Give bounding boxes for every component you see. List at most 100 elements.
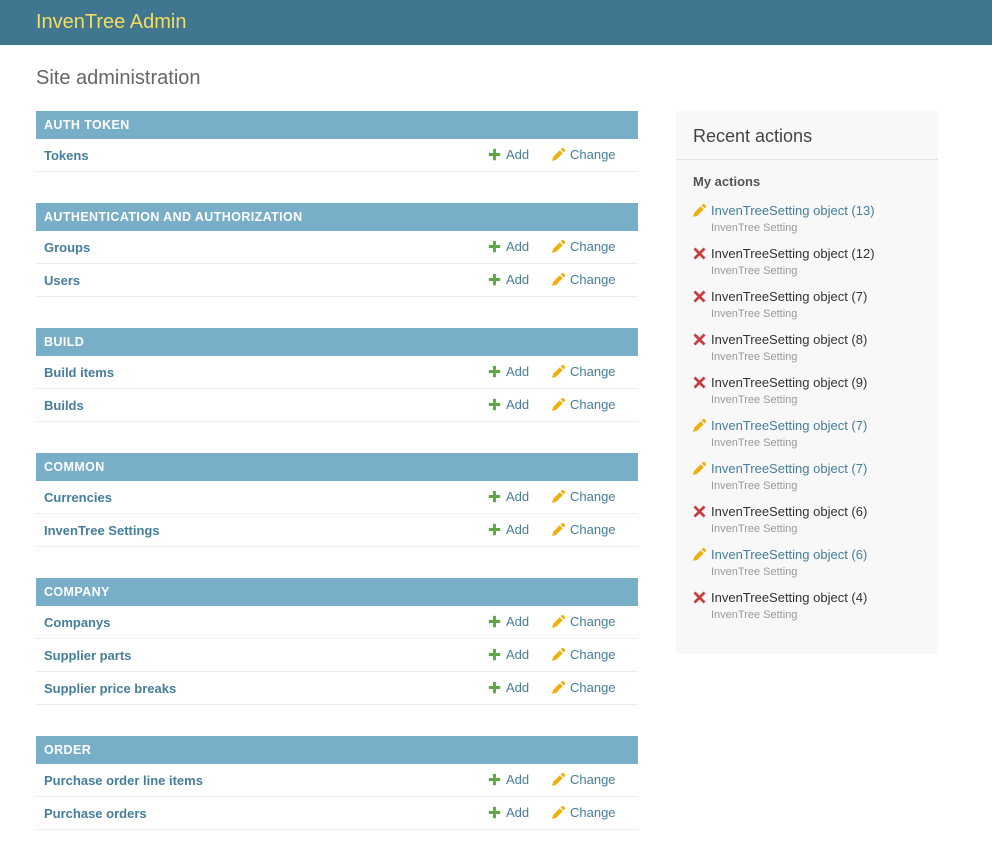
change-label: Change [570,804,616,820]
pencil-icon [693,548,706,561]
change-label: Change [570,521,616,537]
app-caption[interactable]: AUTH TOKEN [36,111,638,139]
add-link[interactable]: Add [488,272,529,287]
plus-icon [488,648,501,661]
action-type: InvenTree Setting [711,222,798,234]
add-link[interactable]: Add [488,772,529,787]
model-link[interactable]: Builds [44,397,84,413]
action-label: InvenTreeSetting object (8) [711,332,868,347]
change-link[interactable]: Change [552,805,616,820]
add-link[interactable]: Add [488,805,529,820]
change-link[interactable]: Change [552,397,616,412]
app-caption[interactable]: AUTHENTICATION AND AUTHORIZATION [36,203,638,231]
app-caption[interactable]: BUILD [36,328,638,356]
cross-icon [693,505,706,518]
change-link[interactable]: Change [552,147,616,162]
model-link[interactable]: Purchase orders [44,805,147,821]
add-label: Add [506,771,530,787]
app-module: AUTH TOKEN Tokens Add Change [36,111,638,172]
change-link[interactable]: Change [552,489,616,504]
app-rows: Tokens Add Change [36,139,638,172]
app-caption[interactable]: ORDER [36,736,638,764]
plus-icon [488,523,501,536]
app-caption[interactable]: COMMON [36,453,638,481]
model-row: Supplier parts Add Change [36,639,638,672]
plus-icon [488,365,501,378]
add-link[interactable]: Add [488,397,529,412]
add-link[interactable]: Add [488,680,529,695]
add-label: Add [506,363,530,379]
change-label: Change [570,238,616,254]
action-label[interactable]: InvenTreeSetting object (7) [711,461,868,476]
model-row: Builds Add Change [36,389,638,422]
cross-icon [693,333,706,346]
model-row: Purchase order line items Add Change [36,764,638,797]
app-rows: Build items Add Change Builds [36,356,638,422]
action-type: InvenTree Setting [711,265,798,277]
add-link[interactable]: Add [488,364,529,379]
action-label: InvenTreeSetting object (9) [711,375,868,390]
app-caption[interactable]: COMPANY [36,578,638,606]
cross-icon [693,591,706,604]
app-rows: Currencies Add Change InvenTree Settings [36,481,638,547]
change-link[interactable]: Change [552,614,616,629]
model-row: Groups Add Change [36,231,638,264]
add-link[interactable]: Add [488,647,529,662]
cross-icon [693,290,706,303]
recent-action-item: InvenTreeSetting object (4) InvenTree Se… [693,589,921,622]
model-link[interactable]: Groups [44,239,91,255]
recent-action-item: InvenTreeSetting object (12) InvenTree S… [693,245,921,278]
action-label[interactable]: InvenTreeSetting object (6) [711,547,868,562]
add-link[interactable]: Add [488,614,529,629]
change-link[interactable]: Change [552,680,616,695]
change-link[interactable]: Change [552,364,616,379]
action-type: InvenTree Setting [711,566,798,578]
plus-icon [488,273,501,286]
add-link[interactable]: Add [488,147,529,162]
model-link[interactable]: Purchase order line items [44,772,203,788]
change-label: Change [570,396,616,412]
add-link[interactable]: Add [488,522,529,537]
recent-actions-panel: Recent actions My actions InvenTreeSetti… [676,111,938,654]
action-type: InvenTree Setting [711,523,798,535]
model-link[interactable]: Users [44,272,81,288]
change-link[interactable]: Change [552,239,616,254]
recent-action-item: InvenTreeSetting object (8) InvenTree Se… [693,331,921,364]
plus-icon [488,398,501,411]
app-module: BUILD Build items Add Change Builds [36,328,638,422]
pencil-icon [552,680,565,694]
change-link[interactable]: Change [552,772,616,787]
app-rows: Companys Add Change Supplier parts [36,606,638,705]
change-label: Change [570,488,616,504]
plus-icon [488,240,501,253]
model-link[interactable]: Companys [44,614,111,630]
model-row: InvenTree Settings Add Change [36,514,638,547]
change-link[interactable]: Change [552,272,616,287]
change-label: Change [570,363,616,379]
action-list: InvenTreeSetting object (13) InvenTree S… [676,202,938,622]
model-link[interactable]: Supplier price breaks [44,680,177,696]
change-link[interactable]: Change [552,647,616,662]
action-label[interactable]: InvenTreeSetting object (7) [711,418,868,433]
model-link[interactable]: Currencies [44,489,112,505]
pencil-icon [693,462,706,475]
recent-action-item: InvenTreeSetting object (6) InvenTree Se… [693,503,921,536]
model-link[interactable]: Supplier parts [44,647,132,663]
change-link[interactable]: Change [552,522,616,537]
pencil-icon [552,147,565,161]
add-label: Add [506,488,530,504]
action-label[interactable]: InvenTreeSetting object (13) [711,203,875,218]
add-link[interactable]: Add [488,239,529,254]
model-link[interactable]: Build items [44,364,115,380]
model-row: Users Add Change [36,264,638,297]
site-brand-link[interactable]: InvenTree Admin [36,11,187,33]
model-row: Currencies Add Change [36,481,638,514]
plus-icon [488,490,501,503]
add-link[interactable]: Add [488,489,529,504]
model-link[interactable]: Tokens [44,147,89,163]
plus-icon [488,148,501,161]
model-row: Tokens Add Change [36,139,638,172]
model-row: Companys Add Change [36,606,638,639]
model-link[interactable]: InvenTree Settings [44,522,160,538]
add-label: Add [506,521,530,537]
